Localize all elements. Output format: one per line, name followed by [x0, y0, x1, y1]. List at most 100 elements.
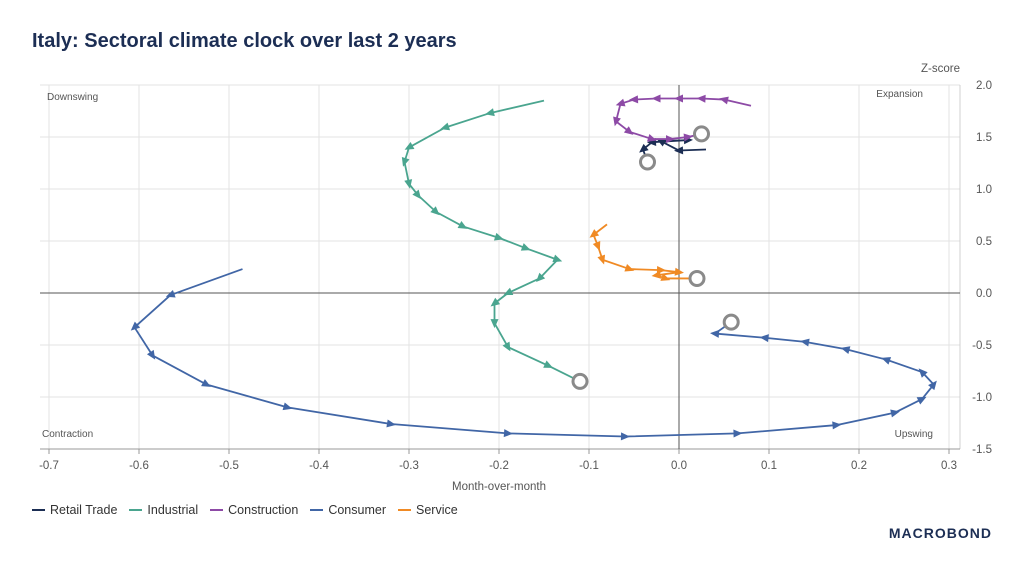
series-consumer — [130, 268, 937, 441]
x-tick-label: -0.3 — [399, 460, 419, 472]
data-point-arrow — [928, 380, 937, 391]
data-point-arrow — [401, 156, 410, 167]
y-tick-label: 1.5 — [976, 132, 992, 144]
y-tick-label: -1.0 — [972, 392, 992, 404]
data-point-arrow — [719, 96, 729, 105]
data-point-arrow — [201, 379, 211, 387]
data-point-arrow — [552, 254, 563, 263]
legend-label-retail-trade: Retail Trade — [50, 503, 118, 517]
y-tick-label: 1.0 — [976, 184, 992, 196]
legend-swatch-retail-trade — [32, 509, 45, 511]
data-point-arrow — [490, 319, 499, 329]
data-point-arrow — [536, 272, 546, 283]
latest-point-marker — [693, 125, 710, 143]
series-service — [589, 223, 706, 287]
data-point-arrow — [543, 360, 554, 368]
y-tick-label: 2.0 — [976, 80, 992, 92]
data-point-arrow — [623, 126, 634, 135]
data-point-arrow — [130, 321, 141, 331]
legend-item-consumer[interactable]: Consumer — [310, 503, 386, 517]
data-point-arrow — [404, 141, 415, 150]
data-point-arrow — [916, 396, 927, 405]
data-point-arrow — [620, 432, 630, 441]
data-point-arrow — [881, 357, 892, 365]
data-point-arrow — [520, 243, 531, 251]
data-point-arrow — [651, 270, 662, 279]
legend: Retail Trade Industrial Construction Con… — [32, 503, 458, 517]
series-construction — [613, 94, 752, 144]
data-point-arrow — [440, 122, 451, 131]
data-point-arrow — [890, 409, 900, 418]
data-point-arrow — [710, 329, 720, 338]
data-point-arrow — [490, 297, 501, 307]
data-point-arrow — [412, 189, 422, 200]
latest-point-marker — [639, 153, 656, 171]
legend-item-service[interactable]: Service — [398, 503, 458, 517]
latest-point-marker — [571, 372, 589, 390]
quadrant-label-expansion: Expansion — [876, 89, 923, 100]
y-axis-label: Z-score — [921, 63, 960, 75]
series-group — [130, 94, 937, 441]
y-tick-label: 0.0 — [976, 288, 992, 300]
latest-point-marker — [688, 269, 706, 287]
x-axis-label: Month-over-month — [452, 481, 546, 493]
data-point-arrow — [918, 368, 928, 378]
data-point-arrow — [485, 108, 495, 117]
data-point-arrow — [613, 116, 621, 127]
data-point-arrow — [503, 287, 514, 296]
y-tick-label: 0.5 — [976, 236, 992, 248]
x-tick-label: -0.6 — [129, 460, 149, 472]
data-point-arrow — [832, 421, 842, 430]
legend-label-industrial: Industrial — [147, 503, 199, 517]
series-industrial — [401, 99, 589, 390]
data-point-arrow — [165, 289, 176, 298]
legend-swatch-industrial — [129, 509, 143, 511]
data-point-arrow — [615, 98, 626, 107]
x-tick-label: -0.1 — [579, 460, 599, 472]
data-point-arrow — [683, 133, 693, 142]
legend-item-construction[interactable]: Construction — [210, 503, 298, 517]
legend-label-construction: Construction — [228, 503, 299, 517]
data-point-arrow — [696, 94, 706, 103]
chart-title: Italy: Sectoral climate clock over last … — [32, 30, 457, 52]
series-line-consumer — [133, 268, 935, 438]
data-point-arrow — [733, 429, 743, 438]
series-retail-trade — [639, 136, 707, 171]
data-point-arrow — [146, 349, 156, 360]
data-point-arrow — [386, 419, 396, 428]
series-line-service — [592, 223, 697, 280]
y-tick-label: -0.5 — [972, 340, 992, 352]
data-point-arrow — [457, 221, 468, 229]
quadrant-label-contraction: Contraction — [42, 429, 93, 440]
quadrant-label-downswing: Downswing — [47, 92, 98, 103]
x-tick-label: -0.5 — [219, 460, 239, 472]
legend-swatch-construction — [210, 509, 224, 511]
data-point-arrow — [597, 254, 606, 265]
legend-label-consumer: Consumer — [328, 503, 386, 517]
legend-item-industrial[interactable]: Industrial — [129, 503, 198, 517]
data-point-arrow — [800, 338, 810, 347]
data-point-arrow — [651, 94, 661, 103]
brand-logo: MACROBOND — [888, 525, 992, 541]
legend-label-service: Service — [416, 503, 458, 517]
x-tick-label: -0.7 — [39, 460, 59, 472]
x-tick-label: -0.4 — [309, 460, 329, 472]
data-point-arrow — [592, 241, 601, 251]
tick-labels: 2.0 1.5 1.0 0.5 0.0 -0.5 -1.0 -1.5 -0.7 -0.6 -0.5 -… — [39, 80, 992, 472]
data-point-arrow — [674, 146, 684, 155]
data-point-arrow — [759, 334, 769, 343]
data-point-arrow — [840, 346, 851, 355]
data-point-arrow — [624, 263, 635, 272]
quadrant-label-upswing: Upswing — [895, 429, 933, 440]
x-tick-label: 0.1 — [761, 460, 777, 472]
gridlines — [40, 84, 961, 454]
data-point-arrow — [404, 179, 413, 189]
data-point-arrow — [674, 267, 684, 276]
data-point-arrow — [282, 402, 293, 411]
zero-axes — [40, 85, 960, 449]
series-line-construction — [615, 97, 752, 140]
legend-item-retail-trade[interactable]: Retail Trade — [32, 503, 117, 517]
data-point-arrow — [503, 429, 513, 438]
data-point-arrow — [656, 138, 667, 147]
